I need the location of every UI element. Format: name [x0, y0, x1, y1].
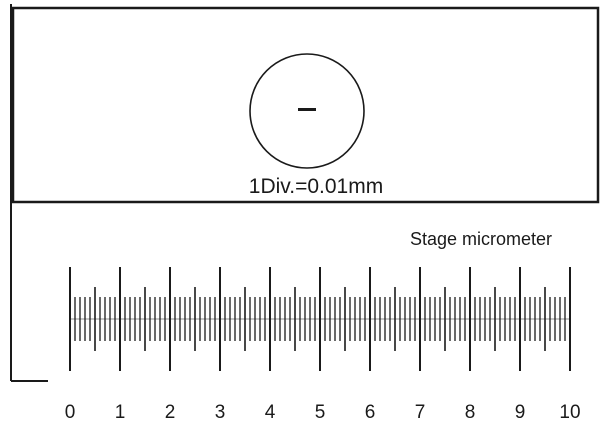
- scale-label: 2: [165, 402, 176, 423]
- division-label: 1Div.=0.01mm: [249, 175, 383, 198]
- circle-dash-mark: [298, 108, 316, 111]
- scale-label: 5: [315, 402, 326, 423]
- scale-label: 9: [515, 402, 526, 423]
- scale-label: 4: [265, 402, 276, 423]
- slide-circle: [249, 53, 365, 169]
- scale-label: 6: [365, 402, 376, 423]
- scale-label: 1: [115, 402, 126, 423]
- scale-label: 0: [65, 402, 76, 423]
- scale-label: 8: [465, 402, 476, 423]
- scale-label: 10: [559, 402, 580, 423]
- slide-rectangle: [11, 6, 600, 204]
- scale-label: 7: [415, 402, 426, 423]
- stage-micrometer-caption: Stage micrometer: [410, 229, 552, 249]
- scale-label: 3: [215, 402, 226, 423]
- scale-labels: 0 1 2 3 4 5 6 7 8 9 10: [65, 402, 581, 423]
- scale-ticks: [69, 267, 571, 371]
